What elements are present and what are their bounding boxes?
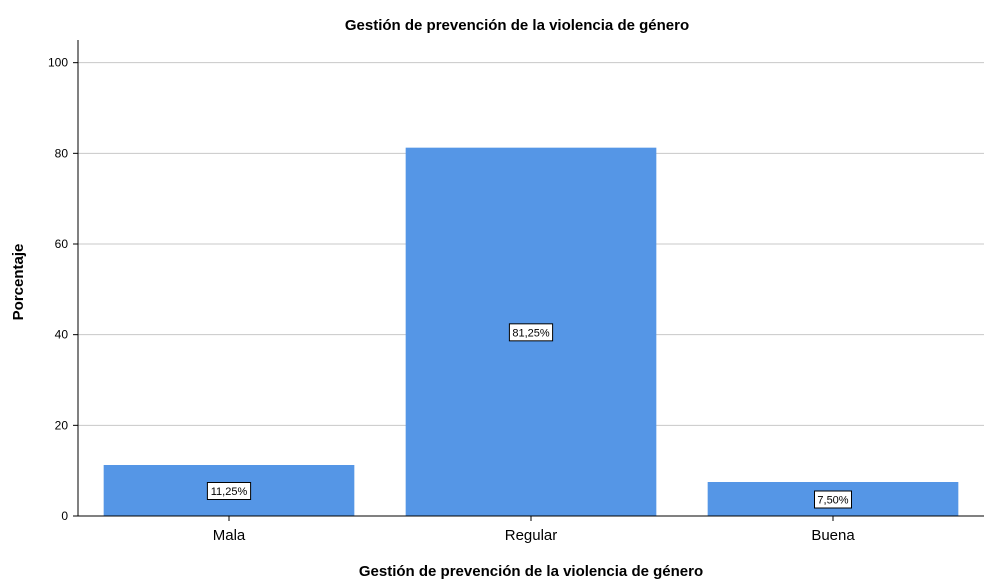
x-tick-label: Regular — [505, 527, 558, 544]
data-label: 11,25% — [211, 486, 248, 498]
data-labels: 11,25% 81,25% 7,50% — [206, 323, 852, 509]
data-label-box — [508, 323, 554, 342]
y-ticks: 0 20 40 60 80 100 — [48, 56, 78, 523]
y-tick-label: 100 — [48, 56, 68, 70]
y-tick-label: 20 — [55, 418, 69, 432]
x-axis-title: Gestión de prevención de la violencia de… — [359, 563, 703, 580]
data-label: 7,50% — [817, 495, 848, 507]
data-label: 81,25% — [512, 327, 550, 339]
y-tick-label: 80 — [55, 146, 69, 160]
chart-title: Gestión de prevención de la violencia de… — [345, 17, 689, 34]
y-tick-label: 40 — [55, 328, 69, 342]
data-label-box — [814, 490, 852, 509]
data-label-box — [206, 482, 252, 500]
x-tick-label: Mala — [213, 527, 246, 544]
y-axis-title: Porcentaje — [10, 244, 27, 321]
x-ticks: Mala Regular Buena — [213, 516, 855, 544]
y-tick-label: 60 — [55, 237, 69, 251]
y-tick-label: 0 — [61, 509, 68, 523]
x-tick-label: Buena — [811, 527, 855, 544]
